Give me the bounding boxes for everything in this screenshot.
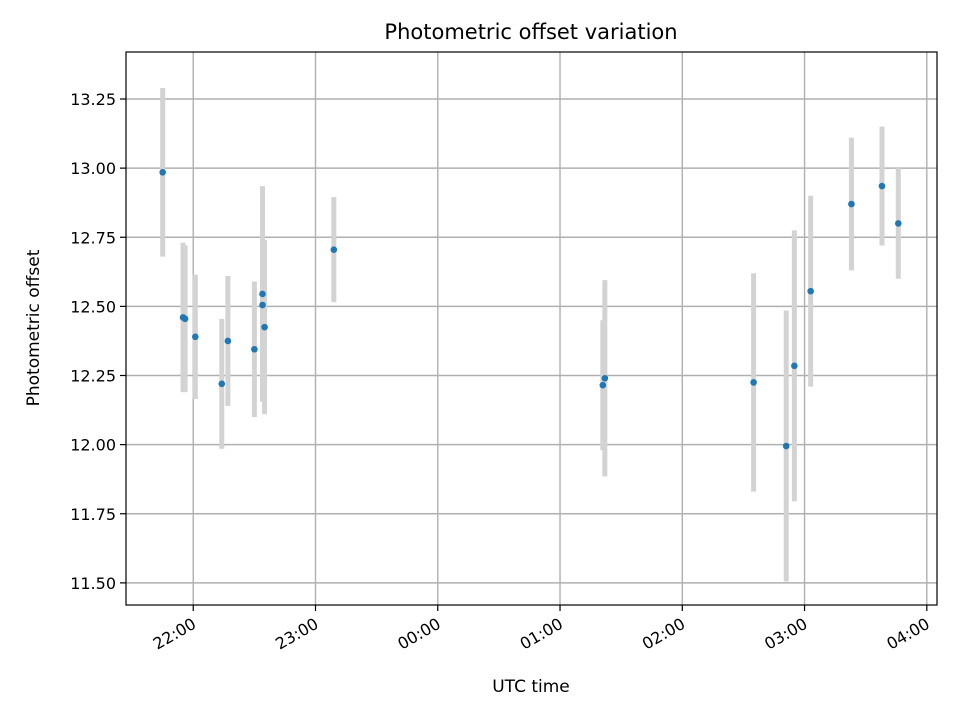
x-tick-label: 03:00 (761, 614, 810, 654)
x-tick-label: 04:00 (883, 614, 932, 654)
data-point (848, 200, 855, 208)
errorbar-layer (160, 87, 901, 582)
grid-layer (126, 52, 937, 605)
data-point (181, 315, 189, 323)
y-tick-label: 13.00 (70, 159, 116, 178)
data-point (218, 380, 226, 388)
y-tick-label: 11.50 (70, 574, 116, 593)
y-tick-label: 12.00 (70, 436, 116, 455)
data-point (224, 337, 232, 345)
data-point (782, 442, 790, 450)
y-tick-label: 13.25 (70, 90, 116, 109)
data-point (259, 290, 266, 298)
chart-title: Photometric offset variation (384, 20, 677, 44)
x-tick-label: 22:00 (150, 614, 199, 654)
y-tick-label: 12.25 (70, 367, 116, 386)
plot-frame (125, 51, 938, 606)
x-axis: 22:00 23:00 00:00 01:00 02:00 03:00 04:00 (150, 605, 933, 654)
y-axis: 11.50 11.75 12.00 12.25 12.50 12.75 13.00 13.25 (70, 90, 126, 593)
data-point (878, 182, 886, 190)
data-point (191, 333, 199, 341)
data-point (791, 362, 798, 370)
data-point (894, 220, 902, 227)
point-layer (159, 168, 902, 450)
data-point (750, 379, 757, 386)
data-point (807, 287, 814, 295)
data-point (159, 168, 166, 176)
x-tick-label: 00:00 (394, 614, 443, 654)
data-point (601, 374, 609, 382)
data-point (261, 323, 268, 331)
x-tick-label: 23:00 (272, 614, 321, 654)
x-tick-label: 01:00 (517, 614, 566, 654)
data-point (251, 345, 258, 353)
y-tick-label: 11.75 (70, 505, 116, 524)
data-point (599, 381, 607, 389)
x-axis-label: UTC time (492, 677, 570, 697)
y-axis-label: Photometric offset (24, 249, 44, 406)
y-tick-label: 12.75 (70, 228, 116, 247)
y-tick-label: 12.50 (70, 297, 116, 316)
data-point (330, 246, 338, 253)
data-point (259, 301, 266, 309)
x-tick-label: 02:00 (639, 614, 688, 654)
